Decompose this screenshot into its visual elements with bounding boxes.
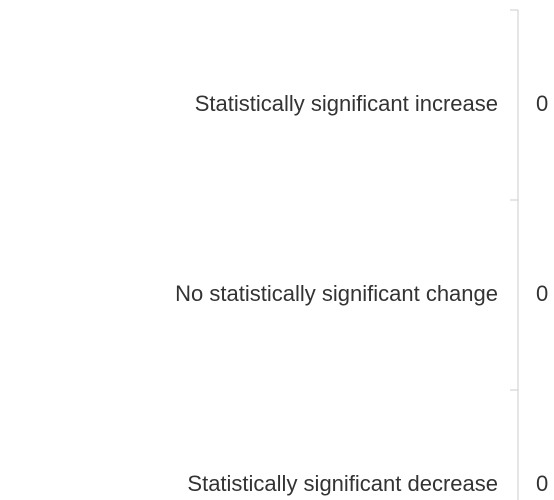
category-label: Statistically significant decrease: [187, 471, 498, 496]
category-label: Statistically significant increase: [195, 91, 498, 116]
value-label: 0: [536, 281, 548, 306]
value-label: 0: [536, 471, 548, 496]
value-label: 0: [536, 91, 548, 116]
category-label: No statistically significant change: [175, 281, 498, 306]
